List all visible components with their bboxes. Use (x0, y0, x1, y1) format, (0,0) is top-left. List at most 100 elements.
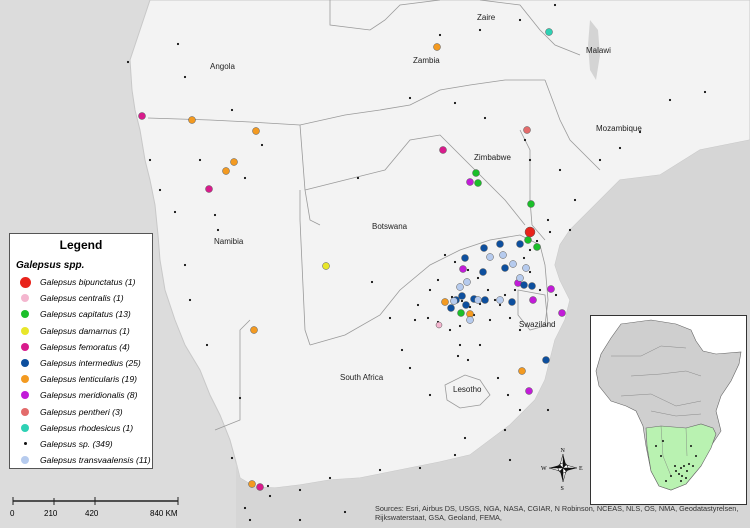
label-zimbabwe: Zimbabwe (474, 153, 511, 162)
legend-swatch (16, 456, 34, 465)
map-point-sp (573, 198, 577, 202)
map-point-sp (328, 476, 332, 480)
map-point-sp (546, 218, 550, 222)
map-point-sp (453, 453, 457, 457)
map-point-sp (548, 230, 552, 234)
map-point-sp (183, 75, 187, 79)
legend-item: Galepsus transvaalensis (11) (10, 452, 152, 468)
legend-swatch (16, 423, 34, 432)
map-point-species (533, 243, 541, 251)
map-point-species (501, 264, 509, 272)
map-point-sp (413, 318, 417, 322)
map-point-sp (528, 270, 532, 274)
map-point-sp (558, 168, 562, 172)
label-mozambique: Mozambique (596, 124, 642, 133)
map-point-sp (535, 239, 539, 243)
map-point-species (523, 126, 531, 134)
label-namibia: Namibia (214, 237, 244, 246)
map-point-species (439, 146, 447, 154)
map-point-species (481, 296, 489, 304)
map-point-sp (483, 116, 487, 120)
legend-dot (21, 359, 29, 368)
legend-dot (21, 294, 29, 303)
map-point-species (474, 179, 482, 187)
inset-points (655, 440, 697, 482)
scale-tick-210: 210 (44, 509, 58, 518)
map-point-species (435, 321, 443, 329)
map-point-species (520, 281, 528, 289)
map-point-species (525, 387, 533, 395)
map-point-sp (518, 328, 522, 332)
label-angola: Angola (210, 62, 235, 71)
map-point-sp (238, 396, 242, 400)
map-sources: Sources: Esri, Airbus DS, USGS, NGA, NAS… (375, 504, 739, 522)
map-point-sp (598, 158, 602, 162)
map-point-sp (388, 316, 392, 320)
legend-item: Galepsus intermedius (25) (10, 355, 152, 371)
map-point-species (558, 309, 566, 317)
map-point-sp (463, 436, 467, 440)
map-point-sp (408, 366, 412, 370)
map-point-sp (668, 98, 672, 102)
label-botswana: Botswana (372, 222, 408, 231)
map-point-sp (148, 158, 152, 162)
map-point-sp (554, 293, 558, 297)
legend-dot (21, 407, 29, 416)
map-point-species (486, 253, 494, 261)
legend-subtitle: Galepsus spp. (16, 260, 85, 271)
map-point-species (322, 262, 330, 270)
map-point-species (222, 167, 230, 175)
map-point-species (472, 169, 480, 177)
map-point-sp (508, 458, 512, 462)
map-point-species (138, 112, 146, 120)
map-point-species (480, 244, 488, 252)
map-point-sp (230, 456, 234, 460)
map-point-sp (618, 146, 622, 150)
legend-dot (23, 442, 27, 446)
scale-tick-0: 0 (10, 509, 15, 518)
map-point-sp (126, 60, 130, 64)
map-point-sp (568, 228, 572, 232)
legend-label: Galepsus rhodesicus (1) (40, 422, 134, 433)
legend-swatch (16, 326, 34, 335)
legend-item: Galepsus lenticularis (19) (10, 371, 152, 387)
map-point-sp (498, 303, 502, 307)
map-point-species (542, 356, 550, 364)
legend-item: Galepsus centralis (1) (10, 290, 152, 306)
species-points (138, 28, 566, 491)
legend-label: Galepsus meridionalis (8) (40, 390, 138, 401)
map-point-sp (298, 488, 302, 492)
map-point-species (433, 43, 441, 51)
legend-title: Legend (59, 238, 103, 252)
legend-item: Galepsus sp. (349) (10, 436, 152, 452)
map-point-species (479, 268, 487, 276)
map-point-species (499, 251, 507, 259)
map-point-sp (266, 484, 270, 488)
country-borders (147, 0, 601, 431)
legend-swatch (16, 294, 34, 303)
map-point-sp (478, 343, 482, 347)
map-point-species (547, 285, 555, 293)
map-point-species (528, 282, 536, 290)
map-point-sp (528, 248, 532, 252)
map-point-sp (522, 256, 526, 260)
legend-item: Galepsus pentheri (3) (10, 404, 152, 420)
legend-item: Galepsus femoratus (4) (10, 339, 152, 355)
map-point-sp (370, 280, 374, 284)
map-point-sp (213, 213, 217, 217)
legend-swatch (16, 375, 34, 384)
map-point-sp (638, 130, 642, 134)
map-point-sp (400, 348, 404, 352)
map-point-sp (703, 90, 707, 94)
legend-panel: Legend Galepsus spp. Galepsus bipunctatu… (9, 233, 153, 469)
compass-n: N (561, 448, 566, 454)
legend-dot (21, 326, 29, 335)
map-point-species (518, 367, 526, 375)
legend-label: Galepsus centralis (1) (40, 293, 124, 304)
map-point-sp (343, 510, 347, 514)
map-point-sp (356, 176, 360, 180)
map-point-sp (506, 393, 510, 397)
legend-label: Galepsus femoratus (4) (40, 341, 130, 352)
map-point-species (230, 158, 238, 166)
map-point-species (474, 296, 482, 304)
